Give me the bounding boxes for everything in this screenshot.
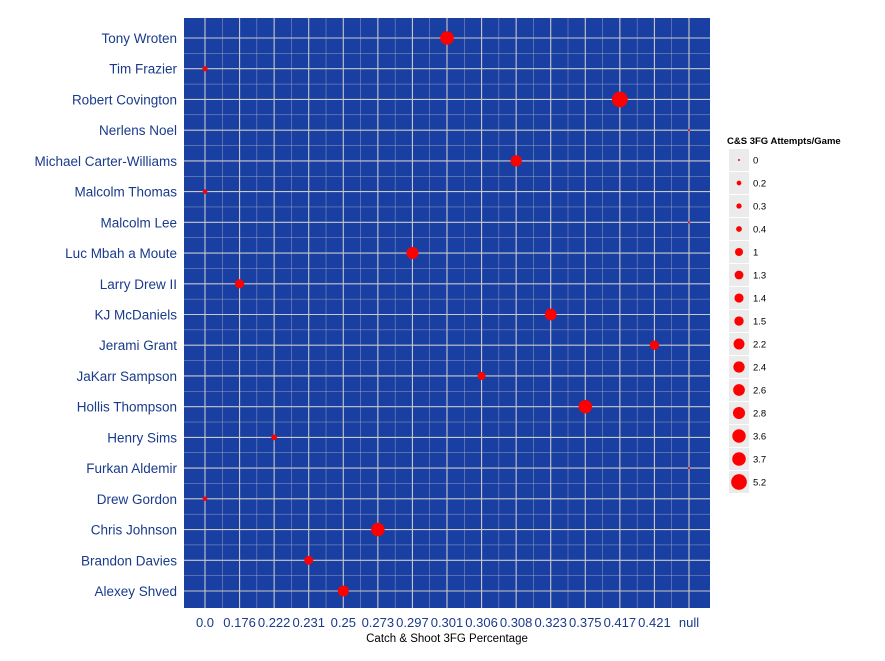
x-tick-label: 0.222 (258, 615, 291, 630)
legend-key-point (734, 247, 744, 257)
legend-label: 1.4 (753, 294, 766, 305)
y-tick-label-brandon-davies: Brandon Davies (81, 553, 177, 568)
point-robert-covington (611, 91, 628, 108)
y-tick-label-furkan-aldemir: Furkan Aldemir (86, 461, 177, 476)
point-henry-sims (271, 434, 278, 441)
y-tick-label-michael-carter-williams: Michael Carter-Williams (34, 154, 177, 169)
y-tick-label-chris-johnson: Chris Johnson (91, 523, 177, 538)
y-tick-label-alexey-shved: Alexey Shved (94, 584, 177, 599)
y-tick-label-luc-mbah-a-moute: Luc Mbah a Moute (65, 246, 177, 261)
x-tick-label: 0.301 (431, 615, 464, 630)
legend-label: 0.4 (753, 225, 766, 236)
legend-key-point (731, 474, 747, 490)
x-tick-label: 0.306 (465, 615, 498, 630)
point-brandon-davies (304, 555, 314, 565)
x-tick-label: 0.375 (569, 615, 602, 630)
legend-key-point (734, 293, 744, 303)
legend-label: 2.2 (753, 340, 766, 351)
y-tick-label-jakarr-sampson: JaKarr Sampson (76, 369, 177, 384)
x-tick-label: 0.421 (638, 615, 671, 630)
x-tick-label: 0.323 (534, 615, 567, 630)
legend-key-point (733, 338, 745, 350)
x-tick-label: 0.25 (331, 615, 356, 630)
legend-label: 2.6 (753, 386, 766, 397)
point-tim-frazier (202, 66, 208, 72)
legend-key-point (733, 361, 745, 373)
legend-label: 0 (753, 156, 758, 167)
legend-key-point (736, 180, 742, 186)
legend-label: 3.7 (753, 455, 766, 466)
point-jerami-grant (649, 340, 660, 350)
y-tick-label-tim-frazier: Tim Frazier (109, 62, 177, 77)
point-alexey-shved (337, 585, 349, 597)
legend-label: 1.5 (753, 317, 766, 328)
legend-label: 0.2 (753, 179, 766, 190)
point-furkan-aldemir (688, 467, 690, 470)
point-kj-mcdaniels (544, 308, 557, 321)
y-tick-label-larry-drew-ii: Larry Drew II (100, 277, 177, 292)
legend-title: C&S 3FG Attempts/Game (727, 136, 841, 147)
legend-key-point (738, 159, 740, 161)
x-tick-label: 0.297 (396, 615, 429, 630)
y-tick-label-henry-sims: Henry Sims (107, 430, 177, 445)
x-tick-label: 0.0 (196, 615, 214, 630)
legend-key-point (732, 452, 746, 466)
x-tick-label: 0.308 (500, 615, 533, 630)
point-jakarr-sampson (477, 371, 486, 380)
y-tick-label-nerlens-noel: Nerlens Noel (99, 123, 177, 138)
x-tick-label: 0.273 (362, 615, 395, 630)
y-tick-label-jerami-grant: Jerami Grant (99, 338, 177, 353)
point-luc-mbah-a-moute (406, 247, 419, 260)
point-nerlens-noel (688, 129, 690, 132)
x-tick-label: 0.176 (223, 615, 256, 630)
y-tick-label-tony-wroten: Tony Wroten (101, 31, 177, 46)
legend-label: 5.2 (753, 478, 766, 489)
point-tony-wroten (440, 31, 454, 45)
x-tick-label: null (679, 615, 699, 630)
point-chris-johnson (371, 522, 385, 537)
point-hollis-thompson (578, 399, 592, 414)
legend-key-point (734, 270, 744, 280)
legend-label: 2.4 (753, 363, 766, 374)
y-tick-label-kj-mcdaniels: KJ McDaniels (94, 308, 177, 323)
legend-key-point (732, 429, 746, 443)
point-malcolm-thomas (202, 189, 208, 194)
y-tick-label-hollis-thompson: Hollis Thompson (77, 400, 177, 415)
x-axis-title: Catch & Shoot 3FG Percentage (366, 633, 528, 645)
point-malcolm-lee (688, 221, 690, 224)
y-tick-label-robert-covington: Robert Covington (72, 92, 177, 107)
legend-label: 3.6 (753, 432, 766, 443)
legend-key-point (736, 226, 742, 232)
y-tick-label-drew-gordon: Drew Gordon (97, 492, 177, 507)
legend-label: 0.3 (753, 202, 766, 213)
point-michael-carter-williams (510, 155, 522, 167)
legend-label: 1 (753, 248, 758, 259)
x-tick-label: 0.231 (292, 615, 325, 630)
point-drew-gordon (202, 496, 208, 502)
legend-key-point (734, 316, 744, 326)
legend-key-point (733, 384, 745, 396)
legend-key-point (736, 203, 742, 209)
legend-label: 1.3 (753, 271, 766, 282)
x-tick-label: 0.417 (604, 615, 637, 630)
legend-key-point (732, 406, 746, 420)
y-tick-label-malcolm-thomas: Malcolm Thomas (74, 185, 177, 200)
point-larry-drew-ii (235, 279, 245, 289)
legend-label: 2.8 (753, 409, 766, 420)
y-tick-label-malcolm-lee: Malcolm Lee (100, 215, 177, 230)
